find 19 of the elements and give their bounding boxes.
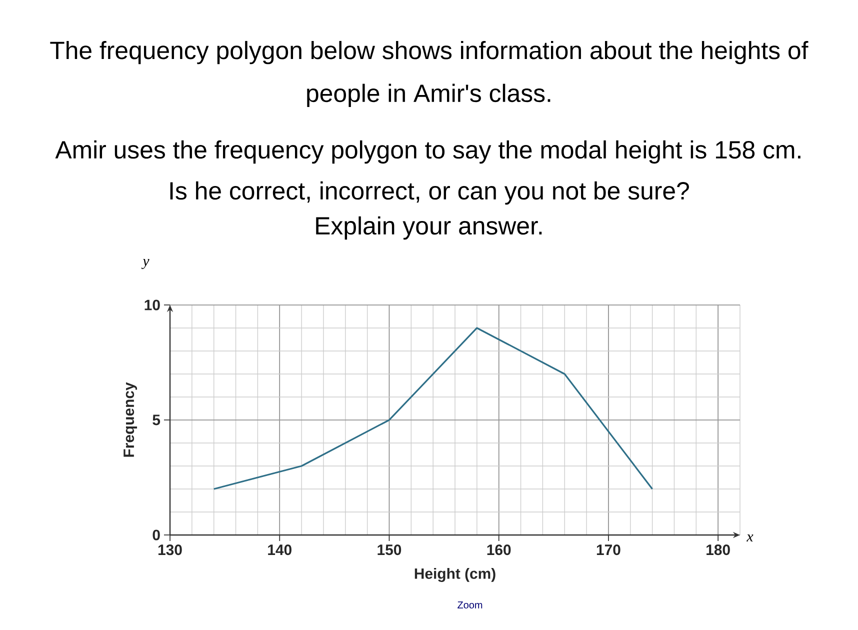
text: y <box>141 258 150 270</box>
y-tick-label: 5 <box>152 414 160 426</box>
x-tick-label: 160 <box>487 544 511 556</box>
text: Explain your answer. <box>316 216 542 240</box>
x-axis-title: Height (cm) <box>414 568 496 582</box>
x-tick-label: 150 <box>378 544 402 556</box>
x-tick-label: 140 <box>268 544 292 556</box>
chart-title: The frequency polygon below shows information about the heights of people in Amir's class. <box>50 40 808 108</box>
x-tick-label: 130 <box>158 544 182 556</box>
text: Is he correct, incorrect, or can you not be sure? <box>170 181 689 205</box>
y-axis-title: Frequency <box>124 382 138 457</box>
text: Amir uses the frequency polygon to say the modal height is 158 cm. <box>55 140 800 164</box>
line-series <box>213 327 654 490</box>
x-tick-label: 170 <box>596 544 620 556</box>
text: x <box>746 534 754 542</box>
text: Zoom <box>458 602 482 608</box>
x-tick-label: 180 <box>706 544 730 556</box>
y-tick-label: 0 <box>152 530 160 540</box>
y-tick-label: 10 <box>144 300 160 310</box>
